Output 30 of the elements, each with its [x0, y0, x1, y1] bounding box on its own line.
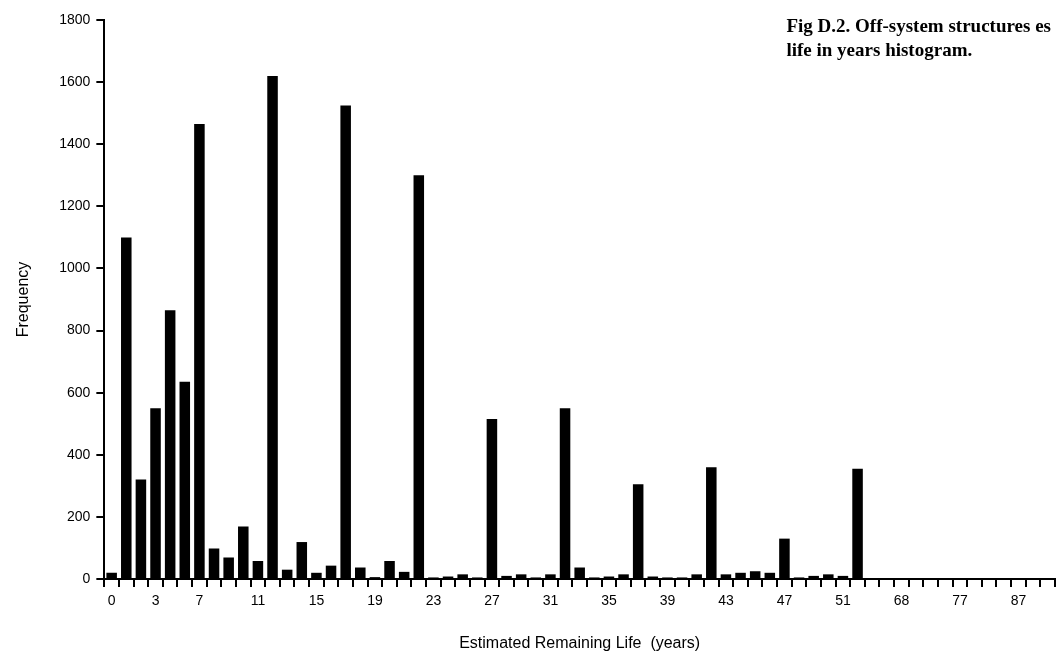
y-tick-label: 0: [82, 569, 91, 586]
x-tick-label: 51: [835, 592, 851, 609]
y-tick-label: 400: [66, 445, 91, 462]
y-tick-label: 1600: [59, 72, 91, 89]
y-tick-label: 1400: [59, 135, 91, 152]
x-tick-label: 47: [776, 592, 793, 609]
x-tick-label: 15: [308, 592, 325, 609]
x-tick-label: 23: [425, 592, 442, 609]
x-tick-label: 35: [601, 592, 617, 609]
x-tick-label: 31: [542, 592, 559, 609]
x-tick-label: 39: [659, 592, 676, 609]
x-tick-label: 43: [718, 592, 734, 609]
x-axis-title: Estimated Remaining Life (years): [459, 633, 701, 651]
x-tick-label: 27: [484, 592, 500, 609]
x-tick-label: 7: [195, 592, 204, 609]
y-tick-label: 800: [66, 321, 91, 338]
chart-title: Fig D.2. Off-system structures es life in years histogram.: [786, 14, 1051, 62]
y-tick-label: 200: [66, 507, 91, 524]
x-tick-label: 87: [1010, 592, 1027, 609]
x-tick-label: 11: [250, 592, 266, 609]
y-tick-label: 600: [66, 383, 91, 400]
x-tick-label: 68: [893, 592, 910, 609]
x-tick-label: 0: [107, 592, 116, 609]
y-tick-label: 1800: [59, 10, 91, 27]
x-tick-label: 3: [151, 592, 160, 609]
x-tick-label: 19: [367, 592, 383, 609]
x-tick-label: 77: [952, 592, 968, 609]
y-tick-label: 1200: [59, 197, 91, 214]
y-axis-title: Frequency: [14, 261, 32, 338]
y-tick-label: 1000: [59, 259, 91, 276]
